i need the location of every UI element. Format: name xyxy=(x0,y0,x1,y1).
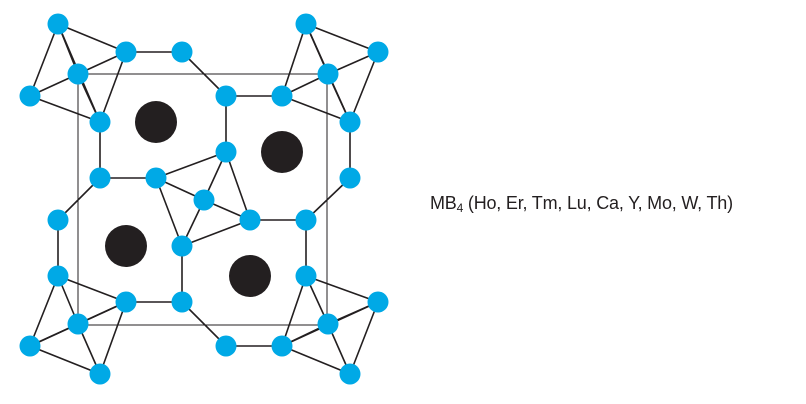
bond-line xyxy=(29,345,101,375)
boron-atom xyxy=(367,41,389,63)
formula-subscript: 4 xyxy=(456,201,464,215)
formula-prefix: MB xyxy=(430,193,457,213)
boron-atom xyxy=(89,111,111,133)
boron-atom xyxy=(171,235,193,257)
boron-atoms xyxy=(19,13,389,385)
boron-atom xyxy=(339,363,361,385)
boron-atom xyxy=(89,167,111,189)
bond-line xyxy=(155,177,183,247)
boron-atom xyxy=(171,41,193,63)
metal-atom xyxy=(105,225,147,267)
bond-line xyxy=(305,275,379,303)
bond-line xyxy=(57,23,127,53)
bond-line xyxy=(305,23,379,53)
boron-atom xyxy=(295,209,317,231)
formula-elements: (Ho, Er, Tm, Lu, Ca, Y, Mo, W, Th) xyxy=(467,193,733,213)
bond-line xyxy=(281,23,307,97)
boron-atom xyxy=(67,313,89,335)
bond-line xyxy=(181,219,251,247)
boron-atom xyxy=(145,167,167,189)
boron-atom xyxy=(115,41,137,63)
boron-atom xyxy=(317,313,339,335)
bond-line xyxy=(29,23,59,97)
boron-atom xyxy=(47,209,69,231)
bond-line xyxy=(57,275,127,303)
bond-line xyxy=(99,51,127,123)
boron-atom xyxy=(271,85,293,107)
boron-atom xyxy=(193,189,215,211)
boron-atom xyxy=(295,13,317,35)
boron-atom xyxy=(19,335,41,357)
bond-line xyxy=(281,95,351,123)
boron-atom xyxy=(317,63,339,85)
boron-atom xyxy=(215,335,237,357)
bond-line xyxy=(281,275,307,347)
boron-atom xyxy=(295,265,317,287)
boron-atom xyxy=(19,85,41,107)
boron-atom xyxy=(339,167,361,189)
boron-atom xyxy=(171,291,193,313)
metal-atom xyxy=(261,131,303,173)
boron-atom xyxy=(67,63,89,85)
bond-line xyxy=(155,151,227,179)
bond-line xyxy=(281,345,351,375)
metal-atom xyxy=(135,101,177,143)
boron-atom xyxy=(47,265,69,287)
boron-atom xyxy=(367,291,389,313)
bond-line xyxy=(29,95,101,123)
bond-line xyxy=(225,151,251,221)
boron-atom xyxy=(89,363,111,385)
metal-atoms xyxy=(105,101,303,297)
bond-line xyxy=(349,301,379,375)
bond-line xyxy=(349,51,379,123)
bond-line xyxy=(29,275,59,347)
boron-atom xyxy=(339,111,361,133)
boron-atom xyxy=(115,291,137,313)
boron-atom xyxy=(215,141,237,163)
boron-atom xyxy=(47,13,69,35)
boron-atom xyxy=(271,335,293,357)
formula-label: MB4 (Ho, Er, Tm, Lu, Ca, Y, Mo, W, Th) xyxy=(430,193,733,214)
bond-line xyxy=(99,301,127,375)
metal-atom xyxy=(229,255,271,297)
boron-atom xyxy=(215,85,237,107)
boron-atom xyxy=(239,209,261,231)
